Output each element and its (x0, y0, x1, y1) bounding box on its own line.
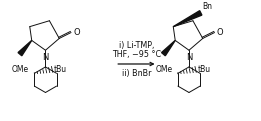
Text: ii) BnBr: ii) BnBr (122, 69, 151, 78)
Text: OMe: OMe (12, 65, 29, 74)
Polygon shape (173, 11, 202, 27)
Text: N: N (42, 53, 49, 62)
Text: tBu: tBu (54, 65, 67, 74)
Polygon shape (162, 40, 175, 56)
Text: N: N (186, 53, 192, 62)
Text: tBu: tBu (198, 65, 211, 74)
Text: OMe: OMe (156, 65, 173, 74)
Text: i) Li-TMP,: i) Li-TMP, (119, 41, 154, 50)
Polygon shape (18, 40, 32, 56)
Text: THF, −95 °C: THF, −95 °C (112, 50, 161, 59)
Text: O: O (73, 28, 80, 37)
Text: Bn: Bn (202, 2, 212, 11)
Text: O: O (217, 28, 223, 37)
